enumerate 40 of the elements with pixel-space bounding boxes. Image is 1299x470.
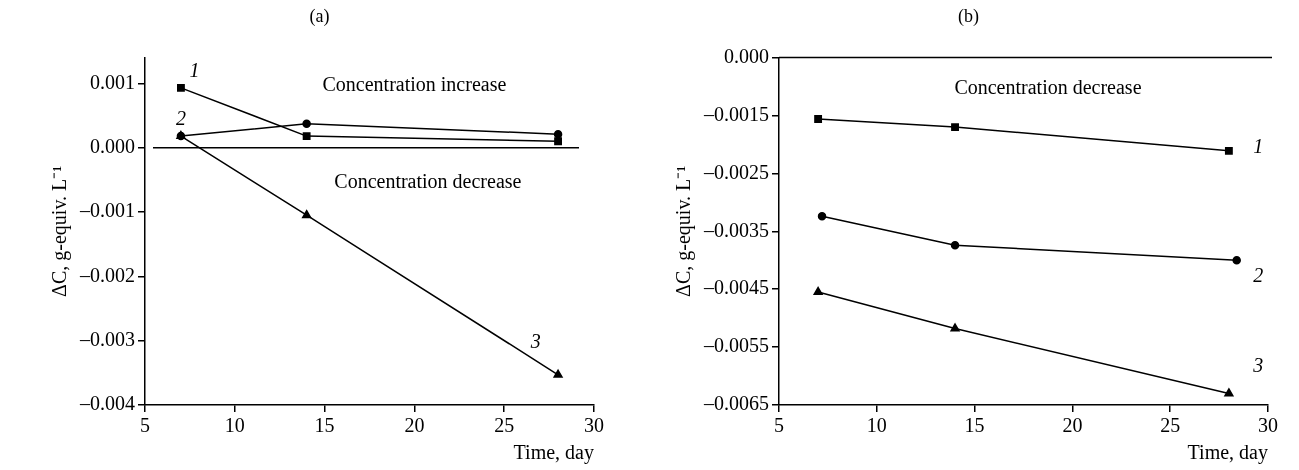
- annotation: Concentration increase: [322, 72, 507, 95]
- annotation: Concentration decrease: [954, 76, 1142, 99]
- y-axis-title: ΔC, g-equiv. L⁻¹: [48, 165, 72, 297]
- y-tick-label: –0.001: [79, 199, 135, 222]
- annotation: 1: [189, 58, 200, 81]
- y-tick-label: –0.0025: [703, 160, 769, 183]
- annotation: 2: [175, 107, 186, 130]
- annotation: 1: [1253, 135, 1264, 158]
- x-axis-title: Time, day: [513, 441, 594, 465]
- annotation: 2: [1253, 263, 1264, 286]
- x-tick-label: 20: [404, 414, 425, 437]
- y-tick-label: 0.001: [90, 70, 135, 93]
- x-tick-label: 20: [1062, 414, 1083, 437]
- y-tick-label: –0.003: [79, 327, 135, 350]
- x-tick-label: 15: [314, 414, 335, 437]
- x-tick-label: 25: [1160, 414, 1181, 437]
- x-tick-label: 10: [224, 414, 245, 437]
- y-tick-label: 0.000: [90, 134, 135, 157]
- annotation: 3: [529, 329, 541, 352]
- x-tick-label: 30: [584, 414, 604, 437]
- y-tick-label: –0.0065: [703, 392, 769, 415]
- chart-title: (a): [309, 5, 330, 27]
- y-tick-label: –0.0045: [703, 276, 769, 299]
- x-tick-label: 30: [1258, 414, 1278, 437]
- y-axis-title: ΔC, g-equiv. L⁻¹: [672, 165, 696, 297]
- x-tick-label: 25: [494, 414, 515, 437]
- annotation: 3: [1252, 354, 1264, 377]
- x-tick-label: 10: [866, 414, 887, 437]
- x-tick-label: 15: [964, 414, 985, 437]
- annotation: Concentration decrease: [334, 169, 522, 192]
- y-tick-label: –0.0055: [703, 334, 769, 357]
- y-tick-label: –0.0035: [703, 218, 769, 241]
- chart-title: (b): [958, 5, 979, 27]
- y-tick-label: –0.004: [79, 392, 135, 415]
- x-tick-label: 5: [140, 414, 150, 437]
- x-axis-title: Time, day: [1187, 441, 1268, 465]
- y-tick-label: 0.000: [724, 44, 769, 67]
- y-tick-label: –0.002: [79, 263, 135, 286]
- y-tick-label: –0.0015: [703, 102, 769, 125]
- x-tick-label: 5: [774, 414, 784, 437]
